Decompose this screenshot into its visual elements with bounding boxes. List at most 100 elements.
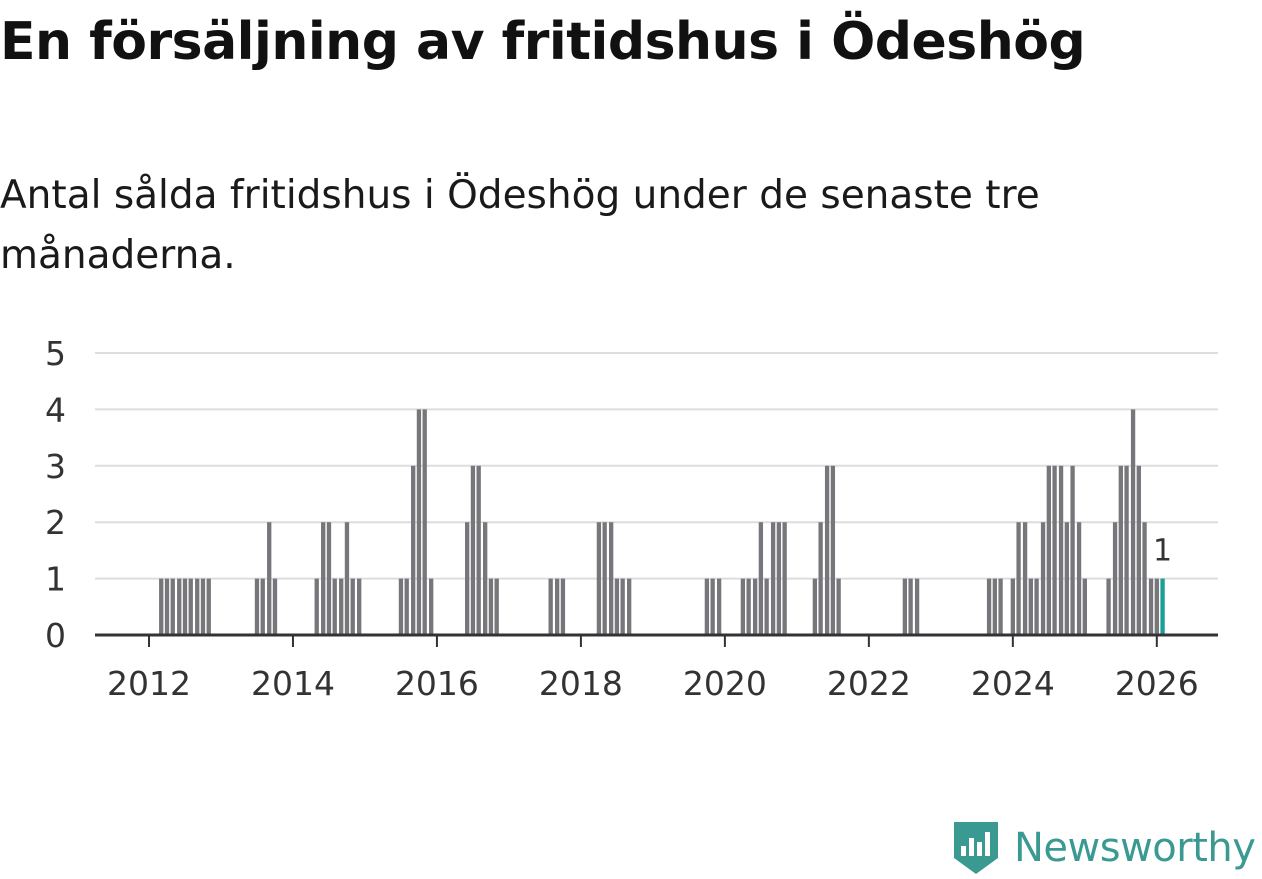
bar	[206, 578, 211, 635]
bar	[1022, 522, 1028, 635]
x-tick-label: 2022	[827, 664, 911, 703]
bar	[704, 578, 710, 635]
chart-title: En försäljning av fritidshus i Ödeshög	[0, 12, 1086, 72]
bar	[812, 578, 818, 635]
x-tick-label: 2018	[539, 664, 623, 703]
bar	[1040, 522, 1046, 635]
bar	[908, 578, 913, 635]
bar	[626, 578, 632, 635]
bar	[782, 522, 787, 635]
bar	[614, 578, 620, 635]
bar	[398, 578, 404, 635]
bar	[836, 578, 841, 635]
y-tick-label: 4	[45, 390, 66, 429]
bar	[758, 522, 764, 635]
newsworthy-logo-text: Newsworthy	[1014, 825, 1256, 871]
bar	[1154, 578, 1159, 635]
bar	[764, 578, 769, 635]
bar-chart: 0 1 2 3 4 5 2012 2014 2016 2018 2020 2022 2024 2026 1	[45, 334, 1218, 703]
bar	[260, 578, 265, 635]
bar	[188, 578, 193, 635]
bar	[560, 578, 566, 635]
bar	[476, 465, 481, 635]
bar	[824, 465, 830, 635]
bar	[1112, 522, 1118, 635]
bar	[1064, 522, 1069, 635]
bar	[1082, 578, 1087, 635]
bar	[555, 578, 560, 635]
x-tick-label: 2014	[251, 664, 335, 703]
data-label: 1	[1153, 534, 1172, 569]
bar	[254, 578, 260, 635]
bar	[314, 578, 319, 635]
bar	[602, 522, 607, 635]
bar	[344, 522, 350, 635]
bar	[200, 578, 206, 635]
bar	[1148, 578, 1154, 635]
bar	[494, 578, 499, 635]
bar	[195, 578, 200, 635]
bar	[170, 578, 175, 635]
bar	[339, 578, 344, 635]
bar	[620, 578, 625, 635]
bar	[1118, 465, 1123, 635]
chart-subtitle: Antal sålda fritidshus i Ödeshög under d…	[0, 173, 1040, 278]
bar	[596, 522, 602, 635]
bar	[1058, 465, 1064, 635]
bar	[321, 522, 326, 635]
x-tick-label: 2024	[971, 664, 1055, 703]
bar	[1106, 578, 1111, 635]
bar	[411, 465, 416, 635]
bar	[1052, 465, 1057, 635]
bar	[164, 578, 170, 635]
bar	[608, 522, 614, 635]
bar	[1142, 522, 1147, 635]
bar	[1124, 465, 1129, 635]
bar	[429, 578, 434, 635]
bar	[326, 522, 332, 635]
bar	[488, 578, 494, 635]
bar	[752, 578, 758, 635]
bar	[422, 409, 427, 635]
bar	[465, 522, 470, 635]
bar	[267, 522, 272, 635]
bar	[902, 578, 908, 635]
x-tick-label: 2016	[395, 664, 479, 703]
bar	[1016, 522, 1021, 635]
bar	[332, 578, 337, 635]
bar	[159, 578, 164, 635]
bar	[177, 578, 182, 635]
y-tick-label: 3	[45, 447, 66, 486]
bar	[710, 578, 715, 635]
bar	[357, 578, 362, 635]
bar	[1076, 522, 1082, 635]
bar	[746, 578, 751, 635]
x-tick-label: 2012	[107, 664, 191, 703]
bar	[1046, 465, 1051, 635]
newsworthy-logo: Newsworthy	[950, 818, 1256, 878]
bar	[1130, 409, 1136, 635]
x-tick-label: 2026	[1115, 664, 1199, 703]
bar	[770, 522, 776, 635]
bar	[1010, 578, 1015, 635]
bar	[740, 578, 746, 635]
bar	[470, 465, 476, 635]
bar	[548, 578, 553, 635]
bar	[1136, 465, 1141, 635]
y-tick-label: 1	[45, 560, 66, 599]
bar	[776, 522, 782, 635]
bar	[404, 578, 409, 635]
bar	[272, 578, 278, 635]
bar	[483, 522, 488, 635]
bar	[1034, 578, 1039, 635]
bar	[986, 578, 992, 635]
bar	[1028, 578, 1033, 635]
y-tick-label: 0	[45, 616, 66, 655]
bar	[830, 465, 836, 635]
newsworthy-logo-icon	[954, 822, 998, 874]
x-tick-label: 2020	[683, 664, 767, 703]
bar	[998, 578, 1003, 635]
bar	[350, 578, 355, 635]
bar	[818, 522, 823, 635]
bar	[914, 578, 920, 635]
